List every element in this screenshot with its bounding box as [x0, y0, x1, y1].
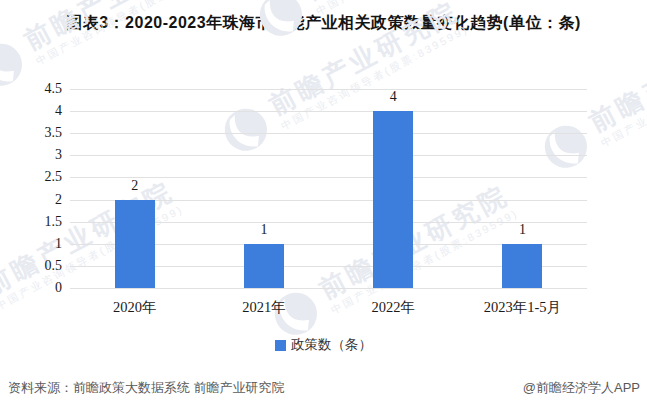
footer: 资料来源：前瞻政策大数据系统 前瞻产业研究院 @前瞻经济学人APP — [8, 379, 640, 397]
y-axis-tick-label: 2.5 — [14, 168, 62, 186]
bar — [502, 244, 542, 288]
legend-label: 政策数（条） — [291, 336, 372, 354]
y-axis-tick-label: 0 — [14, 279, 62, 297]
x-axis-category-label: 2020年 — [70, 298, 199, 317]
y-axis-tick-label: 4.5 — [14, 80, 62, 98]
gridline — [70, 288, 587, 289]
y-axis-tick-label: 1 — [14, 235, 62, 253]
y-axis-tick-label: 3.5 — [14, 124, 62, 142]
legend: 政策数（条） — [0, 336, 647, 354]
source-text: 资料来源：前瞻政策大数据系统 前瞻产业研究院 — [8, 379, 285, 397]
bar — [115, 200, 155, 288]
x-axis-category-label: 2022年 — [329, 298, 458, 317]
y-axis-tick-label: 4 — [14, 102, 62, 120]
y-axis-tick-label: 0.5 — [14, 257, 62, 275]
watermark-tagline-text: 中国产业咨询领导者(股票:839599) — [599, 40, 647, 151]
gridline — [70, 133, 587, 134]
x-axis-category-label: 2021年 — [199, 298, 328, 317]
bar — [373, 111, 413, 288]
y-axis-tick-label: 2 — [14, 191, 62, 209]
watermark-tagline-text: 中国产业咨询领导者(股票:839599) — [34, 0, 226, 69]
watermark-brand-text: 前瞻产业研究院 — [300, 0, 499, 5]
chart-title: 图表3：2020-2023年珠海市氢能产业相关政策数量变化趋势(单位：条) — [0, 13, 647, 34]
bar — [244, 244, 284, 288]
plot-area: 00.511.522.533.544.522020年12021年42022年12… — [70, 89, 587, 289]
legend-marker-icon — [275, 340, 286, 351]
bar-value-label: 2 — [70, 178, 199, 194]
bar-value-label: 4 — [329, 89, 458, 105]
x-axis-category-label: 2023年1-5月 — [458, 298, 587, 317]
gridline — [70, 155, 587, 156]
credit-text: @前瞻经济学人APP — [523, 379, 640, 397]
gridline — [70, 111, 587, 112]
y-axis-tick-label: 3 — [14, 146, 62, 164]
bar-value-label: 1 — [458, 222, 587, 238]
y-axis-tick-label: 1.5 — [14, 213, 62, 231]
bar-value-label: 1 — [199, 222, 328, 238]
